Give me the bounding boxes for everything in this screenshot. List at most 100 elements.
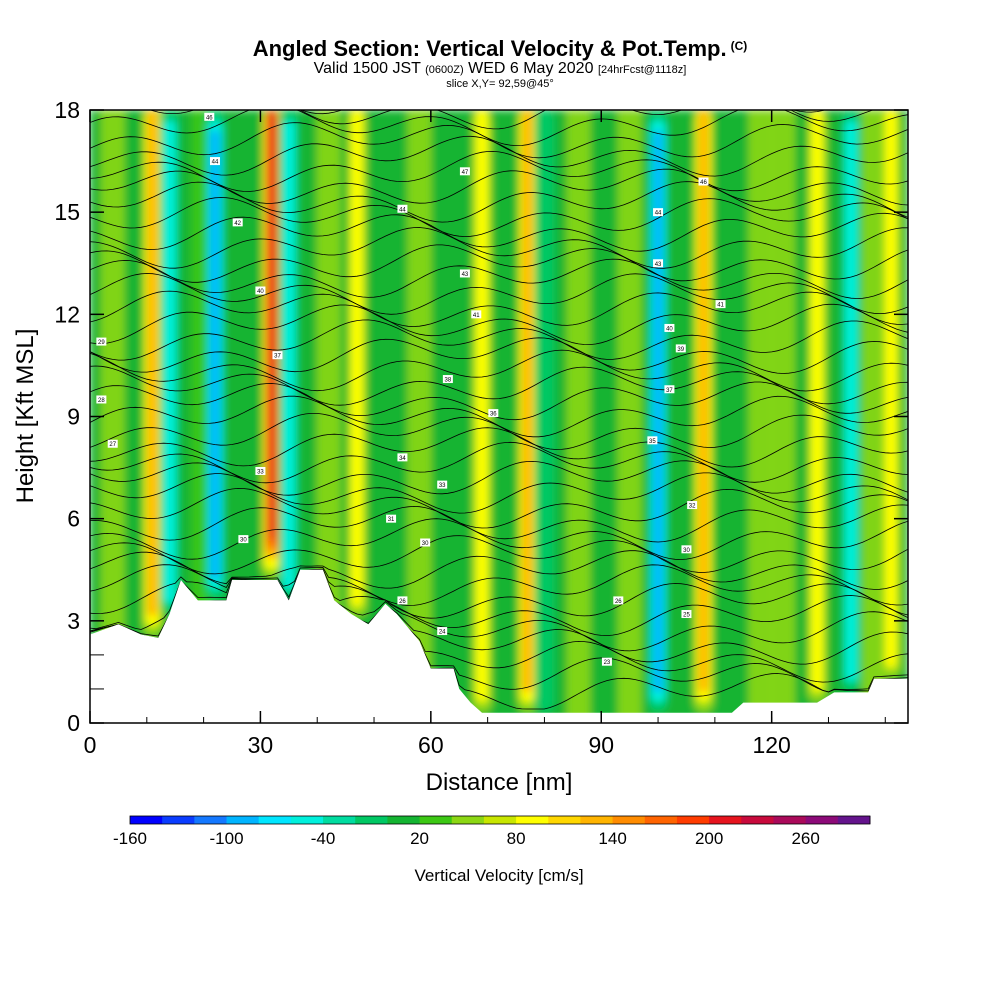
theta-label-box (397, 596, 408, 605)
plot-area: 29 28 27 46 44 42 40 37 33 30 26 31 34 33 30 24 47 44 43 41… (90, 110, 908, 723)
updraft-column (475, 110, 488, 703)
theta-label-box (397, 453, 408, 462)
theta-isoline (90, 110, 908, 147)
theta-label-text: 43 (655, 262, 662, 268)
axis-ticks (89, 109, 908, 724)
theta-isoline (90, 227, 908, 269)
downdraft-column (282, 120, 295, 591)
x-tick-labels: 0 30 60 90 120 (84, 732, 791, 758)
theta-label-text: 35 (649, 439, 656, 445)
y-tick-label: 0 (67, 710, 80, 736)
theta-label: 37 (272, 351, 283, 360)
theta-isoline (90, 568, 908, 619)
theta-label: 30 (681, 545, 692, 554)
colorbar-frame (129, 815, 871, 825)
x-axis-label: Distance [nm] (426, 769, 573, 796)
valid-date: WED 6 May 2020 (468, 60, 594, 77)
colorbar-swatch (580, 816, 614, 824)
theta-label-text: 23 (604, 660, 611, 666)
colorbar-swatch (741, 816, 774, 824)
theta-label-text: 40 (666, 326, 673, 332)
theta-label-box (204, 112, 215, 121)
colorbar-tick-label: 80 (507, 829, 526, 848)
theta-label-text: 30 (683, 548, 690, 554)
updraft-column (268, 110, 276, 540)
theta-label: 42 (232, 218, 243, 227)
theta-label-text: 40 (257, 289, 264, 295)
colorbar-label: Vertical Velocity [cm/s] (414, 866, 583, 885)
theta-label: 26 (397, 596, 408, 605)
colorbar-tick-label: 260 (791, 829, 819, 848)
x-tick-label: 0 (84, 732, 97, 758)
theta-isoline (90, 441, 908, 484)
colorbar-swatch (194, 816, 228, 824)
field-band (617, 110, 642, 723)
theta-isoline (149, 110, 874, 130)
updraft-column (811, 110, 824, 693)
theta-isoline (90, 487, 908, 529)
updraft-column (147, 110, 158, 617)
theta-label-box (601, 657, 612, 666)
theta-label: 38 (442, 375, 453, 384)
theta-label-box (664, 323, 675, 332)
theta-label-text: 27 (109, 442, 116, 448)
y-tick-label: 15 (54, 199, 80, 225)
theta-label-text: 44 (655, 211, 662, 217)
theta-label-text: 33 (257, 469, 264, 475)
theta-label: 25 (681, 610, 692, 619)
theta-label-text: 34 (399, 456, 406, 462)
colorbar-swatch (162, 816, 195, 824)
forecast-info: [24hrFcst@1118z] (597, 64, 687, 76)
potential-temperature-contours (90, 110, 908, 710)
colorbar-swatch (226, 816, 260, 824)
theta-label-text: 30 (422, 541, 429, 547)
theta-label-box (107, 439, 118, 448)
theta-label-box (437, 480, 448, 489)
theta-label-text: 30 (240, 538, 247, 544)
colorbar-swatch (483, 816, 517, 824)
theta-isoline (90, 244, 908, 283)
theta-label-box (488, 409, 499, 418)
theta-isoline (90, 518, 908, 560)
y-tick-labels: 0 3 6 9 12 15 18 (54, 97, 80, 736)
colorbar-tick-label: 20 (410, 829, 429, 848)
theta-label: 31 (386, 514, 397, 523)
theta-label: 27 (107, 439, 118, 448)
theta-label: 33 (255, 466, 266, 475)
chart-subtitle: Valid 1500 JST (0600Z) WED 6 May 2020 [2… (0, 60, 1000, 78)
colorbar-swatch (290, 816, 324, 824)
theta-label: 40 (255, 286, 266, 295)
x-tick-label: 60 (418, 732, 444, 758)
theta-label: 28 (96, 395, 107, 404)
theta-label-box (647, 436, 658, 445)
theta-label: 24 (437, 627, 448, 636)
theta-label-box (664, 385, 675, 394)
theta-isoline (90, 290, 908, 327)
theta-label: 36 (488, 409, 499, 418)
field-band (748, 110, 773, 723)
theta-label-text: 31 (388, 517, 395, 523)
updraft-column (350, 110, 363, 608)
theta-label-box (653, 259, 664, 268)
theta-label-box (675, 344, 686, 353)
theta-label: 30 (420, 538, 431, 547)
theta-label: 44 (653, 208, 664, 217)
theta-isoline (90, 395, 908, 438)
colorbar-swatch (323, 816, 356, 824)
colorbar-swatch (773, 816, 807, 824)
theta-label: 43 (653, 259, 664, 268)
theta-label: 35 (647, 436, 658, 445)
y-tick-label: 3 (67, 608, 80, 634)
downdraft-column (210, 130, 220, 580)
theta-label: 30 (238, 535, 249, 544)
updraft-column (884, 110, 897, 669)
downdraft-column (653, 130, 663, 693)
theta-label-text: 44 (212, 160, 219, 166)
y-tick-label: 6 (67, 506, 80, 532)
theta-label: 41 (715, 300, 726, 309)
theta-label-box (437, 627, 448, 636)
theta-isoline (90, 349, 908, 392)
x-tick-label: 90 (588, 732, 614, 758)
theta-isoline (90, 150, 908, 192)
